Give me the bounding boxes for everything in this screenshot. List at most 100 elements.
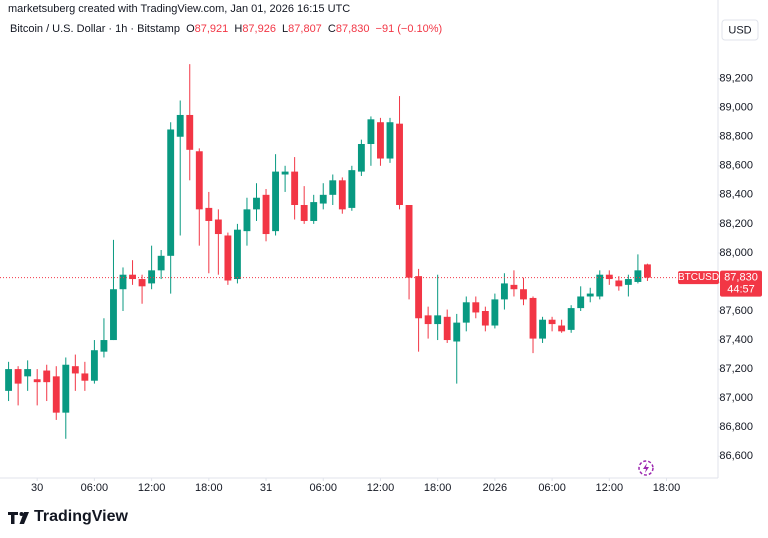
candle-body: [233, 229, 241, 280]
y-tick-label: 87,600: [719, 305, 753, 317]
x-tick-label: 18:00: [653, 482, 681, 494]
low-key: L: [282, 23, 289, 35]
x-tick-label: 12:00: [138, 482, 166, 494]
price-tag-box: [720, 270, 762, 297]
close-key: C: [327, 23, 336, 35]
candle-body: [615, 280, 623, 287]
candle-body: [567, 308, 575, 330]
candle-body: [176, 114, 184, 137]
candle-body: [90, 350, 98, 381]
candle-body: [5, 369, 13, 391]
candle-body: [148, 270, 156, 284]
candle-body: [253, 197, 260, 210]
header: Bitcoin / U.S. Dollar · 1h · Bitstamp O8…: [10, 23, 445, 35]
candle-body: [291, 171, 299, 205]
candle-body: [491, 299, 499, 326]
x-tick-label: 18:00: [195, 482, 223, 494]
change: −91 (−0.10%): [375, 23, 443, 35]
candle-body: [605, 274, 613, 280]
candle-body: [443, 316, 451, 341]
open-value: 87,921: [194, 23, 229, 35]
candle-body: [357, 144, 365, 172]
y-tick-label: 88,400: [719, 189, 753, 201]
candle-body: [500, 283, 508, 300]
candle-body: [310, 202, 318, 221]
candle-body: [205, 207, 213, 221]
candle-body: [529, 297, 537, 339]
y-tick-label: 87,400: [719, 334, 753, 346]
candle-body: [14, 369, 22, 384]
y-tick-label: 86,600: [719, 450, 753, 462]
brand: TradingView: [34, 508, 128, 525]
candle-body: [548, 319, 556, 325]
y-tick-label: 89,200: [719, 73, 753, 85]
candle-body: [24, 369, 32, 377]
candle-body: [634, 270, 642, 282]
candle-body: [71, 366, 79, 374]
low-value: 87,807: [288, 23, 322, 35]
x-tick-label: 06:00: [309, 482, 337, 494]
candle-body: [214, 219, 222, 235]
candle-body: [167, 129, 175, 256]
candle-body: [281, 171, 289, 175]
candle-body: [520, 289, 527, 300]
candle-body: [434, 315, 442, 325]
candle-body: [510, 284, 518, 290]
candle-body: [319, 194, 327, 204]
candle-body: [110, 289, 117, 341]
candle-body: [119, 274, 127, 290]
candle-body: [224, 235, 232, 281]
candle-body: [100, 340, 108, 352]
symbol: Bitcoin / U.S. Dollar · 1h · Bitstamp: [10, 23, 180, 35]
candle-body: [596, 274, 604, 297]
candle-body: [81, 373, 89, 381]
x-tick-label: 06:00: [81, 482, 109, 494]
candle-body: [338, 180, 346, 210]
open-key: O: [186, 23, 195, 35]
candle-body: [195, 151, 203, 210]
logo-icon: [8, 512, 29, 524]
y-tick-label: 87,000: [719, 392, 753, 404]
candle-body: [462, 302, 470, 323]
high-value: 87,926: [242, 23, 276, 35]
candle-body: [415, 276, 423, 319]
candle-body: [186, 114, 194, 150]
x-tick-label: 06:00: [538, 482, 566, 494]
price-tag-symbol: BTCUSD: [678, 272, 719, 283]
candle-body: [243, 209, 251, 232]
credit: marketsuberg created with TradingView.co…: [8, 3, 351, 15]
candle-body: [367, 119, 375, 145]
high-key: H: [234, 23, 243, 35]
y-tick-label: 88,800: [719, 131, 753, 143]
y-tick-label: 88,600: [719, 160, 753, 172]
currency-box[interactable]: [721, 19, 759, 41]
icon[interactable]: [638, 460, 654, 476]
y-tick-label: 86,800: [719, 421, 753, 433]
candle-body: [405, 204, 413, 278]
currency: USD: [728, 24, 751, 36]
candle-body: [52, 376, 60, 413]
candle-body: [129, 274, 136, 280]
candle-body: [539, 319, 546, 339]
candle-body: [138, 279, 146, 287]
x-tick-label: 30: [31, 482, 43, 494]
y-tick-label: 88,200: [719, 218, 753, 230]
x-tick-label: 12:00: [596, 482, 624, 494]
candle-body: [272, 171, 279, 232]
candle-body: [586, 293, 594, 297]
x-tick-label: 12:00: [367, 482, 395, 494]
y-tick-label: 89,000: [719, 102, 753, 114]
y-tick-label: 87,200: [719, 363, 753, 375]
price-tag-value: 87,830: [724, 272, 758, 284]
candle-body: [472, 302, 480, 313]
x-tick-label: 18:00: [424, 482, 452, 494]
candle-body: [624, 279, 632, 285]
candle-body: [300, 204, 308, 221]
candle-body: [453, 322, 461, 342]
candle-body: [558, 325, 566, 332]
candle-body: [348, 170, 356, 208]
x-tick-label: 2026: [483, 482, 507, 494]
candle-body: [157, 255, 165, 271]
